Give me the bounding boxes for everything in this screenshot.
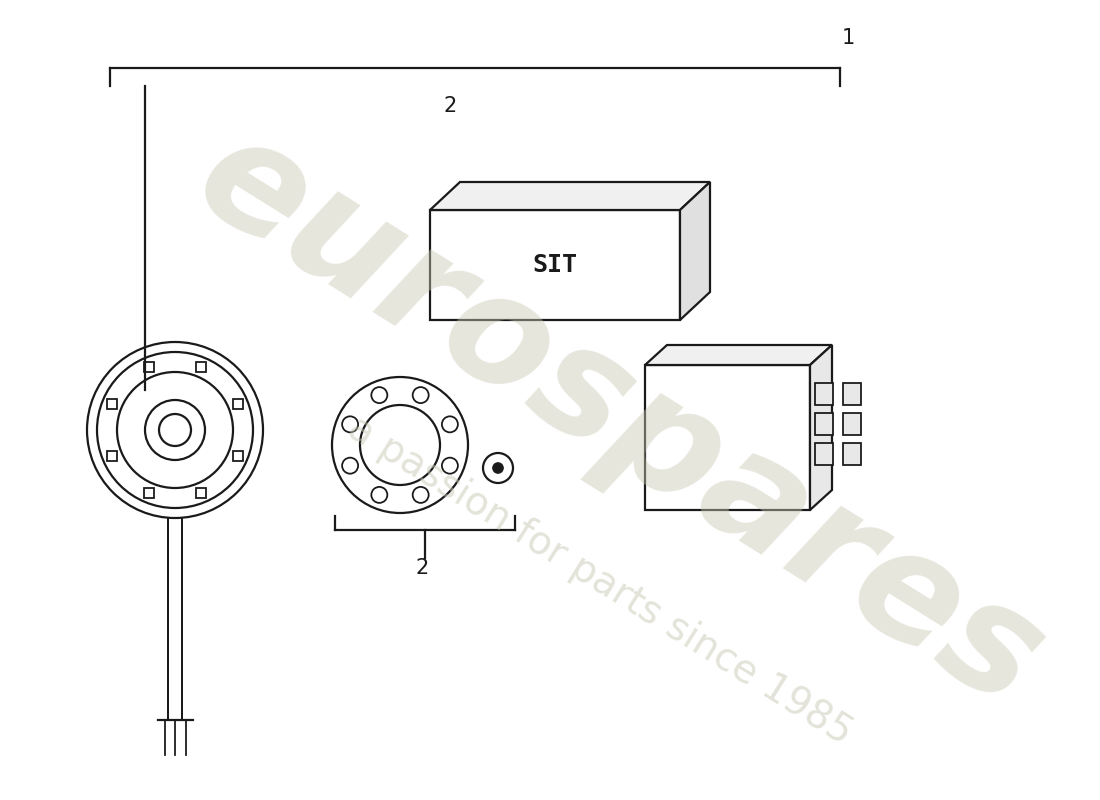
Circle shape [332,377,468,513]
Bar [233,399,243,409]
Bar [107,451,118,461]
Polygon shape [645,345,832,365]
Bar [144,362,154,372]
Text: SIT: SIT [532,253,578,277]
Circle shape [442,458,458,474]
Bar [107,399,118,409]
Bar [815,413,833,435]
Polygon shape [645,365,810,510]
Bar [843,383,861,405]
Text: a passion for parts since 1985: a passion for parts since 1985 [341,408,859,752]
Text: 1: 1 [842,28,855,48]
Bar [144,488,154,498]
Bar [843,413,861,435]
Bar [843,443,861,465]
Text: 2: 2 [416,558,429,578]
Circle shape [493,462,504,474]
Circle shape [342,458,359,474]
Bar [815,443,833,465]
Circle shape [342,416,359,432]
Bar [815,383,833,405]
Bar [233,451,243,461]
Circle shape [412,387,429,403]
Text: 2: 2 [443,96,456,116]
Polygon shape [430,210,680,320]
Polygon shape [430,182,710,210]
Text: eurospares: eurospares [170,101,1069,739]
Circle shape [442,416,458,432]
Bar [196,362,206,372]
Circle shape [412,487,429,503]
Circle shape [372,387,387,403]
Bar [196,488,206,498]
Polygon shape [810,345,832,510]
Polygon shape [680,182,710,320]
Circle shape [372,487,387,503]
Circle shape [483,453,513,483]
Circle shape [360,405,440,485]
